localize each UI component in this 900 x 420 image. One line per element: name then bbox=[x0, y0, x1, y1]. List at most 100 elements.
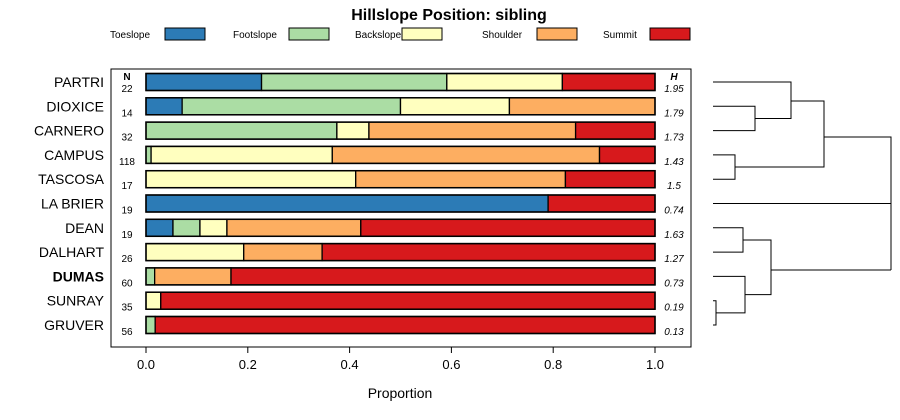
bar-segment-toeslope bbox=[145, 72, 263, 92]
dendro-branch bbox=[713, 275, 746, 314]
plot-frame bbox=[110, 68, 692, 348]
x-axis-label: Proportion bbox=[368, 385, 433, 401]
bar-segment-backslope bbox=[145, 170, 357, 189]
bar-outline bbox=[145, 145, 656, 165]
dendro-branch bbox=[713, 227, 744, 253]
bar-segment-footslope bbox=[172, 218, 201, 237]
bar-segment-backslope bbox=[446, 72, 564, 92]
dendro-branch bbox=[713, 105, 756, 132]
bar-segment-shoulder bbox=[154, 267, 232, 286]
bar-outline bbox=[145, 267, 656, 286]
legend-label-shoulder: Shoulder bbox=[482, 30, 523, 41]
bar-segment-summit bbox=[564, 170, 656, 189]
row-label: GRUVER bbox=[44, 317, 104, 333]
bar-segment-shoulder bbox=[368, 121, 577, 140]
bar-outline bbox=[145, 291, 656, 310]
bar-segment-backslope bbox=[145, 291, 162, 310]
bar-outline bbox=[145, 169, 656, 189]
bar-segment-backslope bbox=[199, 218, 228, 237]
bar-segment-summit bbox=[561, 72, 656, 92]
bar-segment-footslope bbox=[145, 121, 338, 140]
chart-title: Hillslope Position: sibling bbox=[351, 7, 547, 24]
bar-segment-shoulder bbox=[355, 170, 567, 189]
bar-segment-summit bbox=[154, 315, 656, 335]
row-n-value: 56 bbox=[121, 327, 133, 338]
bar-outline bbox=[145, 315, 656, 335]
row-h-value: 1.73 bbox=[664, 133, 684, 144]
bar-segment-summit bbox=[547, 194, 656, 213]
bar-segment-shoulder bbox=[331, 145, 601, 165]
bar-segment-backslope bbox=[336, 121, 370, 140]
n-column-header: N bbox=[123, 72, 130, 83]
row-label: DUMAS bbox=[53, 268, 104, 284]
dendro-branch bbox=[743, 239, 772, 296]
legend-swatch-toeslope bbox=[164, 27, 206, 41]
bar-segment-toeslope bbox=[145, 97, 183, 116]
bar-segment-footslope bbox=[145, 315, 156, 335]
row-n-value: 14 bbox=[121, 108, 133, 119]
bar-outline bbox=[145, 242, 656, 262]
dendro-branch bbox=[713, 81, 792, 119]
x-tick-label: 0.2 bbox=[239, 357, 257, 372]
dendro-branch bbox=[713, 154, 736, 180]
bar-outline bbox=[145, 121, 656, 140]
bar-row-dioxice: DIOXICE 14 1.79 bbox=[46, 97, 684, 119]
row-label: DIOXICE bbox=[46, 98, 104, 114]
legend-label-toeslope: Toeslope bbox=[110, 30, 150, 41]
legend-swatch-footslope bbox=[288, 27, 330, 41]
bar-segment-backslope bbox=[399, 97, 511, 116]
bar-row-partri: PARTRI 22 1.95 bbox=[54, 72, 684, 95]
legend-label-backslope: Backslope bbox=[355, 30, 402, 41]
bar-outline bbox=[145, 72, 656, 92]
bar-segment-footslope bbox=[181, 97, 402, 116]
bar-row-campus: CAMPUS 118 1.43 bbox=[44, 145, 684, 168]
row-label: LA BRIER bbox=[41, 196, 104, 212]
bar-row-gruver: GRUVER 56 0.13 bbox=[44, 315, 684, 338]
legend-label-footslope: Footslope bbox=[233, 30, 277, 41]
x-tick-label: 1.0 bbox=[646, 357, 664, 372]
row-h-value: 0.13 bbox=[664, 327, 684, 338]
bar-outline bbox=[145, 97, 656, 116]
bar-outline bbox=[145, 218, 656, 238]
row-h-value: 0.73 bbox=[664, 278, 684, 289]
bar-segment-shoulder bbox=[243, 242, 323, 262]
x-tick-label: 0.8 bbox=[544, 357, 562, 372]
row-label: TASCOSA bbox=[38, 171, 105, 187]
bar-segment-toeslope bbox=[145, 218, 174, 237]
row-h-value: 1.79 bbox=[664, 108, 684, 119]
legend-label-summit: Summit bbox=[603, 30, 637, 41]
dendro-branch bbox=[735, 100, 825, 168]
row-h-value: 1.27 bbox=[664, 254, 684, 265]
bar-segment-footslope bbox=[145, 145, 152, 165]
x-tick-label: 0.6 bbox=[442, 357, 460, 372]
bar-segment-shoulder bbox=[226, 218, 362, 237]
bar-segment-shoulder bbox=[508, 97, 656, 116]
bar-row-dean: DEAN 19 1.63 bbox=[65, 218, 684, 241]
bar-segment-backslope bbox=[145, 242, 245, 262]
legend-swatch-backslope bbox=[401, 27, 443, 41]
row-n-value: 19 bbox=[121, 230, 133, 241]
bar-segment-summit bbox=[360, 218, 656, 237]
row-h-value: 1.43 bbox=[664, 157, 684, 168]
legend-swatch-summit bbox=[649, 27, 691, 41]
row-h-value: 1.63 bbox=[664, 230, 684, 241]
row-n-value: 118 bbox=[119, 157, 135, 168]
bar-segment-footslope bbox=[145, 267, 156, 286]
legend-swatch-shoulder bbox=[536, 27, 578, 41]
row-n-value: 17 bbox=[121, 181, 133, 192]
bar-segment-footslope bbox=[260, 72, 448, 92]
bar-row-dalhart: DALHART 26 1.27 bbox=[39, 242, 684, 265]
bar-row-la-brier: LA BRIER 19 0.74 bbox=[41, 194, 684, 217]
bar-segment-backslope bbox=[150, 145, 333, 165]
row-n-value: 35 bbox=[121, 303, 133, 314]
bar-outline bbox=[145, 194, 656, 213]
bar-segment-summit bbox=[574, 121, 656, 140]
x-tick-label: 0.0 bbox=[137, 357, 155, 372]
row-label: CAMPUS bbox=[44, 147, 104, 163]
x-axis: 0.0 0.2 0.4 0.6 0.8 1.0 bbox=[137, 347, 664, 372]
row-label: DALHART bbox=[39, 244, 105, 260]
bar-row-carnero: CARNERO 32 1.73 bbox=[34, 121, 684, 144]
row-n-value: 26 bbox=[121, 254, 133, 265]
